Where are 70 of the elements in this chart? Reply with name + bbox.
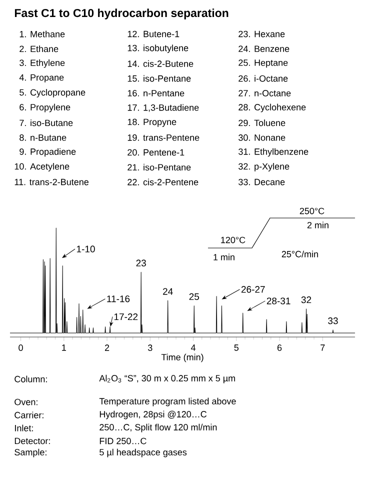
text: 10. Acetylene	[14, 163, 70, 172]
annotation: 23	[136, 260, 146, 266]
text: 25. Heptane	[238, 60, 288, 68]
x-axis-title: Time (min)	[161, 354, 204, 362]
text: 23. Hexane	[238, 30, 285, 38]
text: FID 250…C	[100, 438, 146, 444]
annotation: 120°C	[221, 236, 246, 244]
x-tick-label: 7	[320, 344, 325, 351]
text: Inlet:	[15, 424, 33, 432]
text: 7. iso-Butane	[20, 119, 73, 126]
text: 14. cis-2-Butene	[128, 60, 194, 67]
text: 21. iso-Pentane	[128, 164, 191, 171]
text: 30. Nonane	[238, 134, 286, 141]
annotation: 11-16	[107, 295, 130, 302]
text: Column:	[14, 376, 47, 382]
text: 4. Propane	[19, 74, 64, 82]
text: Carrier:	[14, 412, 44, 418]
x-tick-label: 1	[62, 344, 66, 351]
text: 17. 1,3-Butadiene	[128, 104, 199, 112]
chart-title: Fast C1 to C10 hydrocarbon separation	[14, 8, 228, 20]
x-tick-label: 3	[148, 344, 152, 351]
text: 29. Toluene	[238, 119, 286, 126]
annotation: 17-22	[114, 313, 138, 320]
text: 6. Propylene	[20, 104, 70, 112]
x-tick-label: 6	[277, 344, 282, 351]
annotation: 32	[301, 296, 312, 304]
annotation: 1 min	[214, 254, 234, 260]
annotation: 25	[189, 293, 200, 300]
text: 13. isobutylene	[128, 44, 188, 53]
text: 28. Cyclohexene	[238, 104, 306, 112]
text: 12. Butene-1	[128, 30, 180, 38]
x-tick-label: 5	[234, 344, 239, 351]
text: 32. p-Xylene	[238, 163, 290, 172]
annotation: 24	[163, 288, 173, 295]
text: 19. trans-Pentene	[128, 134, 200, 141]
text: 16. n-Pentane	[128, 90, 184, 96]
annotation: 1-10	[76, 246, 95, 252]
annotation: 25°C/min	[282, 250, 318, 258]
text: Al$_{2}$O$_{3}$ “S”, 30 m x 0.25 mm x 5 µm	[99, 374, 235, 384]
text: 22. cis-2-Pentene	[128, 178, 198, 186]
x-tick-label: 2	[104, 344, 110, 351]
text: 11. trans-2-Butene	[14, 178, 89, 186]
annotation: 2 min	[307, 222, 328, 228]
x-tick-label: 4	[190, 344, 196, 351]
text: Oven:	[14, 398, 38, 406]
text: Temperature program listed above	[99, 398, 236, 406]
text: 8. n-Butane	[20, 134, 66, 141]
text: 1. Methane	[20, 30, 65, 38]
text: Hydrogen, 28psi @120…C	[100, 410, 207, 420]
annotation: 28-31	[266, 298, 290, 304]
text: 250…C, Split flow 120 ml/min	[100, 424, 217, 432]
text: 27. n-Octane	[238, 90, 291, 96]
annotation: 33	[328, 317, 338, 324]
text: 26. i-Octane	[238, 75, 288, 82]
text: 3. Ethylene	[20, 59, 65, 68]
text: 250°C	[300, 208, 324, 214]
text: 5. Cyclopropane	[20, 89, 86, 98]
text: 24. Benzene	[238, 46, 290, 52]
text: Detector:	[14, 438, 50, 444]
text: 33. Decane	[238, 178, 285, 186]
text: 20. Pentene-1	[128, 149, 184, 156]
text: 9. Propadiene	[20, 148, 76, 157]
text: Sample:	[14, 448, 46, 458]
text: 2. Ethane	[20, 45, 58, 52]
text: 31. Ethylbenzene	[238, 148, 308, 157]
annotation: 26-27	[241, 286, 265, 293]
text: 18. Propyne	[128, 118, 176, 127]
x-tick-label: 0	[18, 344, 23, 351]
text: 5 µl headspace gases	[100, 448, 187, 458]
text: 15. iso-Pentane	[128, 75, 191, 82]
